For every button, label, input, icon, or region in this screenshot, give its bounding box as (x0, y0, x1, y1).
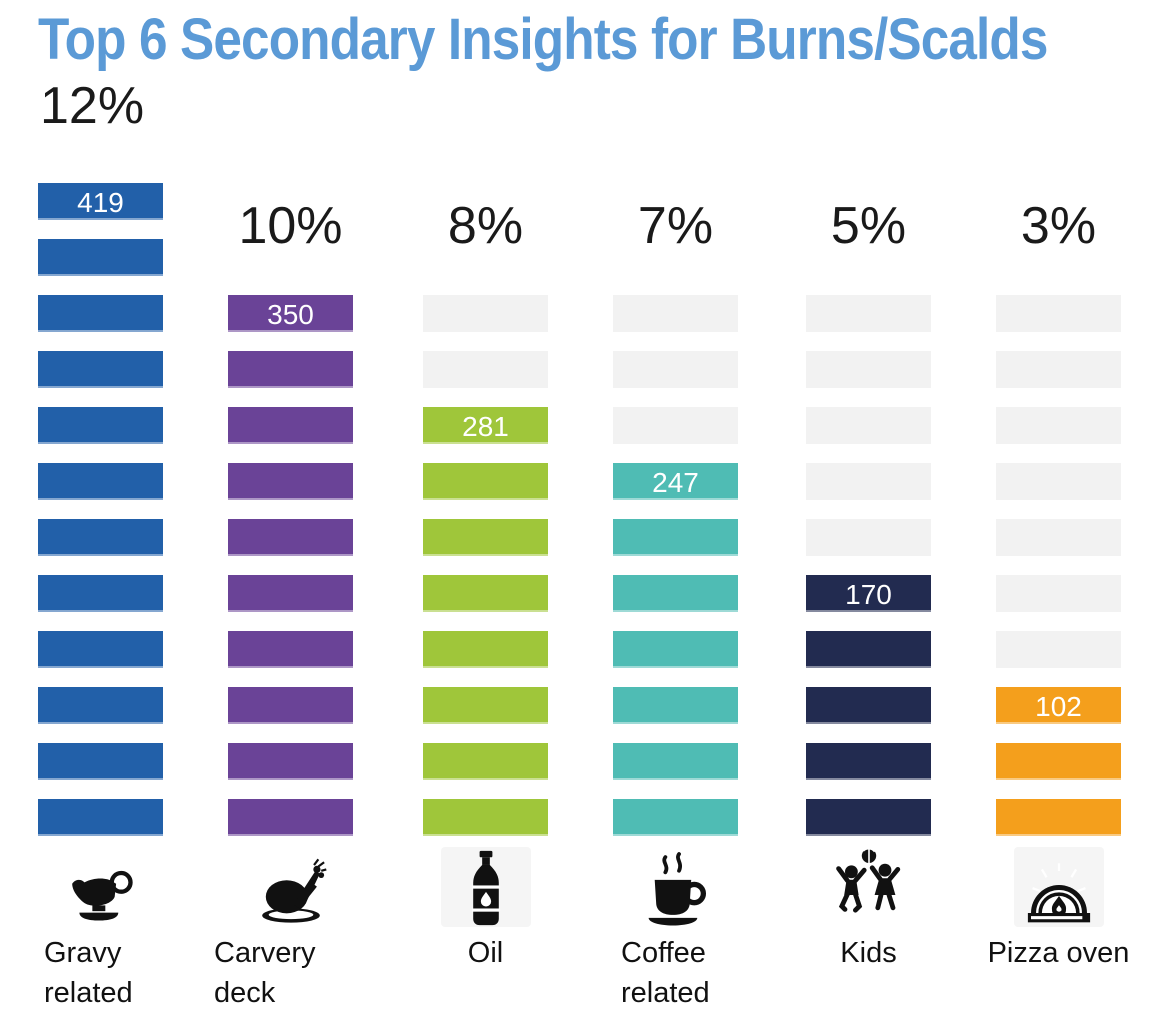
track-segment (613, 407, 738, 444)
bar-segment-oil (423, 463, 548, 500)
bar-segment-coffee-related (613, 743, 738, 780)
bar-segment-oil (423, 799, 548, 836)
category-label-0: Gravy related (44, 937, 133, 1009)
bar-segment-gravy-related (38, 183, 163, 220)
bar-segment-gravy-related (38, 743, 163, 780)
bar-segment-carvery-deck (228, 351, 353, 388)
bar-segment-gravy-related (38, 799, 163, 836)
bar-segment-gravy-related (38, 687, 163, 724)
bar-segment-coffee-related (613, 463, 738, 500)
bar-segment-gravy-related (38, 407, 163, 444)
bar-segment-coffee-related (613, 519, 738, 556)
percent-label-4: 5% (830, 197, 907, 255)
bar-segment-gravy-related (38, 463, 163, 500)
bar-segment-oil (423, 407, 548, 444)
page-title: Top 6 Secondary Insights for Burns/Scald… (38, 7, 1048, 72)
bar-segment-oil (423, 519, 548, 556)
count-label-1: 350 (267, 299, 314, 330)
track-segment (613, 295, 738, 332)
bar-segment-gravy-related (38, 295, 163, 332)
bar-segment-carvery-deck (228, 631, 353, 668)
track-segment (996, 631, 1121, 668)
bar-segment-gravy-related (38, 519, 163, 556)
bar-segment-kids (806, 743, 931, 780)
track-segment (806, 463, 931, 500)
kids-playing-icon (806, 845, 931, 927)
bar-segment-pizza-oven (996, 687, 1121, 724)
track-segment (996, 407, 1121, 444)
oil-bottle-icon (423, 845, 548, 927)
category-label-1: Carvery deck (214, 937, 316, 1009)
bar-segment-gravy-related (38, 631, 163, 668)
bar-segment-oil (423, 687, 548, 724)
bar-segment-carvery-deck (228, 407, 353, 444)
count-label-5: 102 (1035, 691, 1082, 722)
bar-segment-coffee-related (613, 575, 738, 612)
category-label-4: Kids (840, 937, 897, 969)
bar-segment-pizza-oven (996, 799, 1121, 836)
gravy-boat-icon (38, 845, 163, 927)
pizza-oven-icon (996, 845, 1121, 927)
count-label-4: 170 (845, 579, 892, 610)
category-label-5: Pizza oven (987, 937, 1130, 969)
track-segment (806, 519, 931, 556)
track-segment (806, 351, 931, 388)
bar-segment-carvery-deck (228, 295, 353, 332)
bar-segment-coffee-related (613, 687, 738, 724)
percent-label-3: 7% (637, 197, 714, 255)
bar-segment-carvery-deck (228, 463, 353, 500)
bar-segment-carvery-deck (228, 519, 353, 556)
track-segment (613, 351, 738, 388)
track-segment (996, 575, 1121, 612)
bar-segment-carvery-deck (228, 575, 353, 612)
bar-segment-pizza-oven (996, 743, 1121, 780)
percent-label-2: 8% (447, 197, 524, 255)
bar-segment-gravy-related (38, 351, 163, 388)
track-segment (423, 351, 548, 388)
track-segment (996, 351, 1121, 388)
bar-segment-carvery-deck (228, 687, 353, 724)
track-segment (996, 463, 1121, 500)
percent-label-1: 10% (238, 197, 343, 255)
bar-segment-gravy-related (38, 575, 163, 612)
bar-segment-coffee-related (613, 631, 738, 668)
count-label-3: 247 (652, 467, 699, 498)
bar-segment-gravy-related (38, 239, 163, 276)
count-label-2: 281 (462, 411, 509, 442)
bar-segment-kids (806, 631, 931, 668)
category-label-3: Coffee related (621, 937, 710, 1009)
percent-label-0: 12% (40, 77, 145, 135)
track-segment (996, 519, 1121, 556)
coffee-cup-icon (613, 845, 738, 927)
bar-segment-oil (423, 575, 548, 612)
percent-label-5: 3% (1020, 197, 1097, 255)
bar-segment-kids (806, 799, 931, 836)
bar-segment-kids (806, 687, 931, 724)
bar-segment-oil (423, 743, 548, 780)
bar-segment-carvery-deck (228, 799, 353, 836)
track-segment (806, 407, 931, 444)
bar-segment-coffee-related (613, 799, 738, 836)
track-segment (806, 295, 931, 332)
bar-segment-kids (806, 575, 931, 612)
track-segment (423, 295, 548, 332)
bar-segment-oil (423, 631, 548, 668)
count-label-0: 419 (77, 187, 124, 218)
category-label-2: Oil (467, 937, 504, 969)
roast-turkey-icon (228, 845, 353, 927)
track-segment (996, 295, 1121, 332)
bar-segment-carvery-deck (228, 743, 353, 780)
